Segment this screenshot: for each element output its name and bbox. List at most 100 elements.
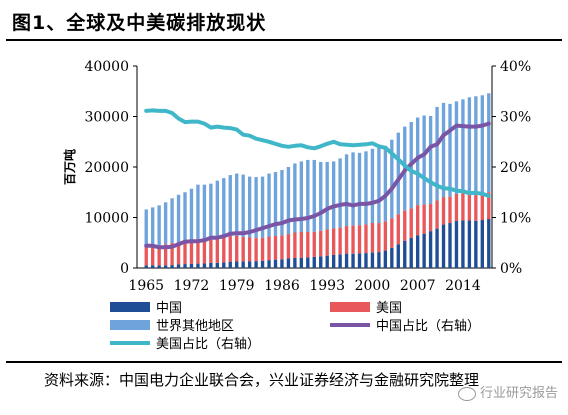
bar-usa bbox=[183, 241, 187, 265]
y-axis-label: 百万吨 bbox=[62, 149, 77, 185]
bar-china bbox=[325, 255, 329, 268]
bar-usa bbox=[222, 237, 226, 263]
emissions-chart: 0 10000 20000 30000 40000 0% 10% 20% 30% 40% 1965 1… bbox=[62, 59, 531, 352]
bar-china bbox=[364, 253, 368, 268]
bar-china bbox=[241, 261, 245, 268]
bar-usa bbox=[467, 193, 472, 221]
y-tick-label-right: 0% bbox=[500, 261, 522, 277]
bar-usa bbox=[163, 244, 168, 266]
bar-row bbox=[357, 152, 362, 226]
bar-china bbox=[260, 260, 265, 268]
bar-usa bbox=[241, 236, 245, 262]
legend-china-swatch bbox=[110, 302, 150, 312]
source-note: 资料来源：中国电力企业联合会，兴业证券经济与金融研究院整理 bbox=[44, 371, 480, 389]
bar-row bbox=[176, 194, 181, 243]
y-tick-label-left: 40000 bbox=[84, 59, 129, 75]
bar-usa bbox=[454, 193, 459, 222]
bar-china bbox=[461, 220, 465, 268]
bar-china bbox=[202, 263, 207, 268]
bar-usa bbox=[331, 228, 336, 255]
legend-china-label: 中国 bbox=[156, 301, 182, 316]
bar-usa bbox=[435, 200, 439, 229]
bar-row bbox=[209, 183, 213, 240]
bar-china bbox=[441, 224, 446, 268]
bar-row bbox=[144, 209, 148, 248]
bar-usa bbox=[461, 193, 465, 221]
bar-usa bbox=[428, 204, 433, 232]
bar-china bbox=[247, 261, 252, 268]
line-us-share bbox=[144, 108, 491, 198]
x-tick-label: 2014 bbox=[445, 278, 481, 294]
bar-usa bbox=[235, 235, 239, 262]
bar-china bbox=[267, 260, 271, 268]
y-tick-label-left: 30000 bbox=[84, 110, 129, 126]
bar-china bbox=[286, 258, 291, 268]
bar-usa bbox=[299, 231, 304, 258]
bar-china bbox=[222, 262, 226, 268]
title-bar: 图1、全球及中美碳排放现状 bbox=[6, 0, 562, 41]
bar-usa bbox=[422, 204, 426, 234]
bar-row bbox=[151, 207, 155, 247]
bar-row bbox=[428, 115, 433, 205]
bar-row bbox=[170, 198, 174, 244]
bar-usa bbox=[396, 214, 400, 245]
bar-china bbox=[163, 265, 168, 268]
bar-china bbox=[370, 252, 375, 268]
bar-china bbox=[344, 253, 349, 268]
bar-china bbox=[299, 257, 304, 268]
bar-usa bbox=[415, 205, 420, 236]
bar-usa bbox=[357, 225, 362, 254]
bar-china bbox=[228, 261, 232, 268]
bar-china bbox=[474, 220, 478, 268]
bar-row bbox=[157, 205, 161, 246]
line-china-share bbox=[144, 121, 491, 250]
bar-usa bbox=[377, 223, 381, 253]
legend-usa-swatch bbox=[330, 302, 370, 312]
bar-usa bbox=[209, 239, 213, 263]
bar-china bbox=[467, 220, 472, 268]
bar-china bbox=[209, 262, 213, 268]
bar-china bbox=[396, 244, 400, 268]
bar-row bbox=[325, 161, 329, 230]
bar-china bbox=[196, 263, 200, 268]
bar-usa bbox=[306, 231, 310, 258]
legend-china-share-label: 中国占比（右轴） bbox=[376, 319, 480, 334]
bar-row bbox=[467, 97, 472, 194]
bar-row bbox=[235, 173, 239, 236]
bar-usa bbox=[364, 224, 368, 254]
bar-usa bbox=[474, 194, 478, 221]
x-tick-label: 1979 bbox=[219, 278, 255, 294]
bar-china bbox=[390, 247, 394, 268]
bar-china bbox=[383, 250, 388, 268]
legend-us-share-label: 美国占比（右轴） bbox=[156, 337, 260, 352]
bar-china bbox=[377, 252, 381, 268]
bar-china bbox=[331, 254, 336, 268]
bar-row bbox=[364, 151, 368, 225]
bar-china bbox=[170, 265, 174, 268]
bar-china bbox=[480, 220, 484, 268]
bar-row bbox=[260, 176, 265, 238]
bar-row bbox=[202, 184, 207, 240]
watermark: 行业研究报告 bbox=[457, 382, 558, 401]
bar-row bbox=[293, 163, 297, 233]
bar-row bbox=[441, 102, 446, 198]
bar-china bbox=[183, 264, 187, 268]
bar-usa bbox=[370, 223, 375, 253]
bar-row bbox=[435, 106, 439, 201]
bar-usa bbox=[441, 197, 446, 225]
bar-row bbox=[474, 96, 478, 195]
y-tick-label-right: 20% bbox=[500, 160, 531, 176]
bar-row bbox=[299, 161, 304, 232]
bar-china bbox=[409, 237, 413, 268]
bar-row bbox=[487, 93, 491, 193]
bar-row bbox=[267, 173, 271, 237]
bar-china bbox=[273, 259, 278, 268]
bar-row bbox=[215, 180, 220, 239]
bar-row bbox=[331, 161, 336, 229]
bar-usa bbox=[319, 230, 323, 257]
bar-china bbox=[435, 228, 439, 268]
bar-china bbox=[422, 233, 426, 268]
bar-row bbox=[273, 172, 278, 236]
bar-usa bbox=[273, 235, 278, 260]
bar-row bbox=[461, 99, 465, 194]
